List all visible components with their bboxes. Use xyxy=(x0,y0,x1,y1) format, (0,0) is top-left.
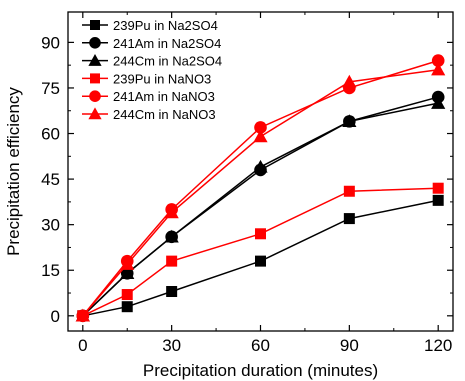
y-tick-label: 75 xyxy=(41,79,60,98)
legend-marker xyxy=(88,54,102,66)
series-line xyxy=(82,68,439,317)
series-line xyxy=(82,199,439,317)
axis-ticks xyxy=(68,12,453,331)
data-point xyxy=(166,255,178,267)
series-line xyxy=(82,187,439,317)
y-tick-label: 45 xyxy=(41,170,60,189)
legend-item: 244Cm in Na2SO4 xyxy=(82,54,222,69)
y-tick-label: 0 xyxy=(51,307,60,326)
data-point xyxy=(75,308,90,322)
x-tick-label: 0 xyxy=(78,336,87,355)
legend-item: 244Cm in NaNO3 xyxy=(82,107,216,122)
data-point xyxy=(253,129,268,143)
x-tick-label: 30 xyxy=(162,336,181,355)
legend-label: 241Am in NaNO3 xyxy=(113,89,215,104)
data-point xyxy=(343,185,355,197)
x-tick-label: 60 xyxy=(251,336,270,355)
data-point xyxy=(253,159,268,173)
x-tick-label: 120 xyxy=(424,336,452,355)
series xyxy=(75,62,446,322)
data-point xyxy=(432,194,444,206)
y-axis-title: Precipitation efficiency xyxy=(4,87,23,256)
legend-item: 241Am in NaNO3 xyxy=(82,89,215,104)
legend-label: 239Pu in NaNO3 xyxy=(113,71,211,86)
x-axis-title: Precipitation duration (minutes) xyxy=(143,361,378,380)
legend-label: 244Cm in Na2SO4 xyxy=(113,54,222,69)
data-point xyxy=(432,182,444,194)
legend-marker xyxy=(88,107,102,120)
legend-marker xyxy=(90,20,100,30)
data-point xyxy=(342,74,357,88)
data-point xyxy=(166,286,178,298)
data-point xyxy=(255,255,266,267)
data-point xyxy=(120,266,135,279)
legend-marker xyxy=(89,90,101,102)
data-point xyxy=(120,257,135,270)
data-point xyxy=(164,229,179,243)
series-line xyxy=(82,102,439,317)
data-point xyxy=(121,301,133,313)
legend-item: 241Am in Na2SO4 xyxy=(82,36,221,51)
y-tick-label: 30 xyxy=(41,216,60,235)
y-tick-label: 60 xyxy=(41,125,60,144)
y-tick-label: 90 xyxy=(41,33,60,52)
series xyxy=(77,182,444,322)
legend-label: 241Am in Na2SO4 xyxy=(113,36,221,51)
legend: 239Pu in Na2SO4 241Am in Na2SO4 244Cm in N… xyxy=(82,18,222,122)
data-point xyxy=(431,62,446,76)
series-layer xyxy=(75,54,446,323)
series-line xyxy=(82,59,439,317)
data-point xyxy=(431,54,445,67)
data-point xyxy=(431,96,446,109)
data-point xyxy=(121,289,133,301)
legend-item: 239Pu in NaNO3 xyxy=(82,71,211,86)
legend-item: 239Pu in Na2SO4 xyxy=(82,18,218,33)
data-point xyxy=(164,205,179,219)
data-point xyxy=(343,213,355,225)
legend-marker xyxy=(90,73,100,84)
y-tick-label: 15 xyxy=(41,261,60,280)
axis-tick-labels: 0 30 60 90 120 0 15 30 45 60 75 90 xyxy=(41,33,452,355)
x-tick-label: 90 xyxy=(340,336,359,355)
legend-label: 244Cm in NaNO3 xyxy=(113,107,216,122)
data-point xyxy=(255,228,266,240)
data-point xyxy=(254,121,267,134)
data-point xyxy=(342,114,357,128)
legend-marker xyxy=(89,37,101,49)
legend-label: 239Pu in Na2SO4 xyxy=(113,18,218,33)
